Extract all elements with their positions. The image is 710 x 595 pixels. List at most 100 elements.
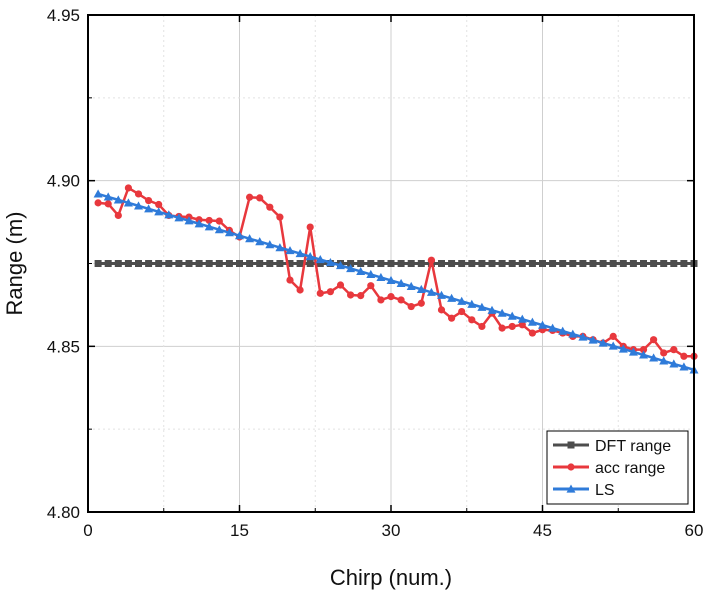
data-point-ls	[659, 356, 669, 365]
legend-item-dft-range: DFT range	[553, 438, 671, 455]
data-point-dft-range	[508, 260, 516, 267]
data-point-dft-range	[195, 260, 203, 267]
data-point-acc-range	[347, 291, 355, 299]
data-point-ls	[386, 275, 396, 284]
data-point-ls	[285, 246, 295, 255]
data-point-acc-range	[134, 190, 143, 198]
legend-marker-dft-range	[567, 441, 575, 449]
data-point-dft-range	[387, 260, 395, 267]
data-point-ls	[164, 210, 174, 219]
data-point-ls	[548, 323, 558, 332]
data-point-ls	[305, 252, 315, 261]
data-point-acc-range	[215, 217, 223, 225]
data-point-acc-range	[286, 276, 294, 284]
data-point-ls	[235, 231, 244, 240]
data-point-acc-range	[377, 296, 385, 304]
series-line-acc-range	[97, 186, 694, 358]
x-tick-label: 60	[685, 521, 704, 540]
data-point-dft-range	[549, 260, 557, 267]
data-point-ls	[265, 240, 275, 249]
data-point-dft-range	[135, 260, 142, 267]
data-point-ls	[315, 255, 325, 264]
data-point-dft-range	[347, 260, 355, 267]
data-point-ls	[618, 344, 628, 353]
data-point-acc-range	[256, 194, 264, 202]
data-point-acc-range	[680, 352, 688, 360]
data-point-ls	[144, 204, 154, 213]
data-point-dft-range	[236, 260, 243, 267]
data-point-acc-range	[114, 211, 122, 220]
y-tick-label: 4.85	[47, 337, 80, 356]
data-point-acc-range	[508, 322, 516, 331]
data-point-ls	[93, 189, 103, 198]
data-point-dft-range	[680, 260, 688, 267]
data-point-dft-range	[367, 260, 375, 267]
data-point-ls	[113, 195, 123, 204]
data-point-dft-range	[417, 260, 425, 267]
data-point-ls	[598, 338, 608, 347]
data-point-ls	[477, 302, 487, 311]
data-point-dft-range	[670, 260, 678, 267]
data-point-dft-range	[619, 260, 627, 267]
data-point-ls	[649, 353, 659, 362]
x-tick-label: 45	[533, 521, 552, 540]
data-point-ls	[346, 263, 356, 273]
data-point-acc-range	[407, 302, 415, 311]
data-point-dft-range	[488, 260, 496, 267]
y-tick-label: 4.90	[47, 172, 80, 191]
data-point-acc-range	[357, 292, 365, 300]
data-point-acc-range	[306, 223, 314, 231]
data-point-ls	[497, 308, 507, 317]
y-tick-label: 4.80	[47, 503, 80, 522]
x-tick-label: 0	[83, 521, 92, 540]
data-point-ls	[457, 296, 467, 305]
data-point-acc-range	[397, 296, 405, 304]
data-point-dft-range	[579, 260, 587, 267]
data-point-dft-range	[377, 260, 385, 267]
series-ls	[93, 189, 699, 374]
data-point-dft-range	[629, 260, 637, 267]
data-point-acc-range	[155, 200, 163, 209]
data-point-acc-range	[205, 216, 213, 225]
data-point-dft-range	[650, 260, 658, 267]
data-point-ls	[224, 228, 234, 237]
data-point-dft-range	[256, 260, 264, 267]
data-point-ls	[336, 260, 345, 270]
legend-marker-acc-range	[567, 463, 575, 471]
data-point-acc-range	[417, 299, 425, 307]
data-point-dft-range	[559, 260, 567, 267]
data-point-ls	[295, 249, 305, 258]
data-point-dft-range	[165, 260, 173, 267]
legend: DFT range acc range LS	[546, 430, 689, 505]
data-point-ls	[194, 219, 204, 228]
data-point-acc-range	[609, 332, 617, 340]
data-point-ls	[517, 314, 527, 323]
data-point-ls	[679, 362, 689, 371]
data-point-ls	[558, 326, 568, 335]
data-point-ls	[255, 237, 265, 246]
legend-label-ls: LS	[595, 482, 615, 499]
data-point-ls	[568, 329, 578, 338]
data-point-acc-range	[104, 200, 112, 208]
data-point-dft-range	[407, 260, 415, 267]
data-point-ls	[325, 258, 335, 267]
data-point-ls	[396, 278, 406, 287]
data-point-dft-range	[609, 260, 617, 267]
series-layer	[93, 184, 699, 374]
data-point-acc-range	[448, 314, 456, 322]
data-point-dft-range	[640, 260, 647, 267]
data-point-dft-range	[468, 260, 476, 267]
data-point-acc-range	[94, 199, 102, 207]
data-point-dft-range	[518, 260, 526, 267]
data-point-ls	[628, 347, 638, 356]
data-point-dft-range	[145, 260, 153, 267]
data-point-dft-range	[599, 260, 607, 267]
data-point-acc-range	[336, 281, 345, 289]
data-point-dft-range	[660, 260, 668, 267]
data-point-ls	[275, 243, 285, 252]
data-point-acc-range	[316, 289, 324, 297]
data-point-ls	[154, 207, 164, 216]
legend-item-acc-range: acc range	[553, 460, 665, 477]
y-tick-label: 4.95	[47, 6, 80, 25]
data-point-acc-range	[387, 293, 395, 301]
